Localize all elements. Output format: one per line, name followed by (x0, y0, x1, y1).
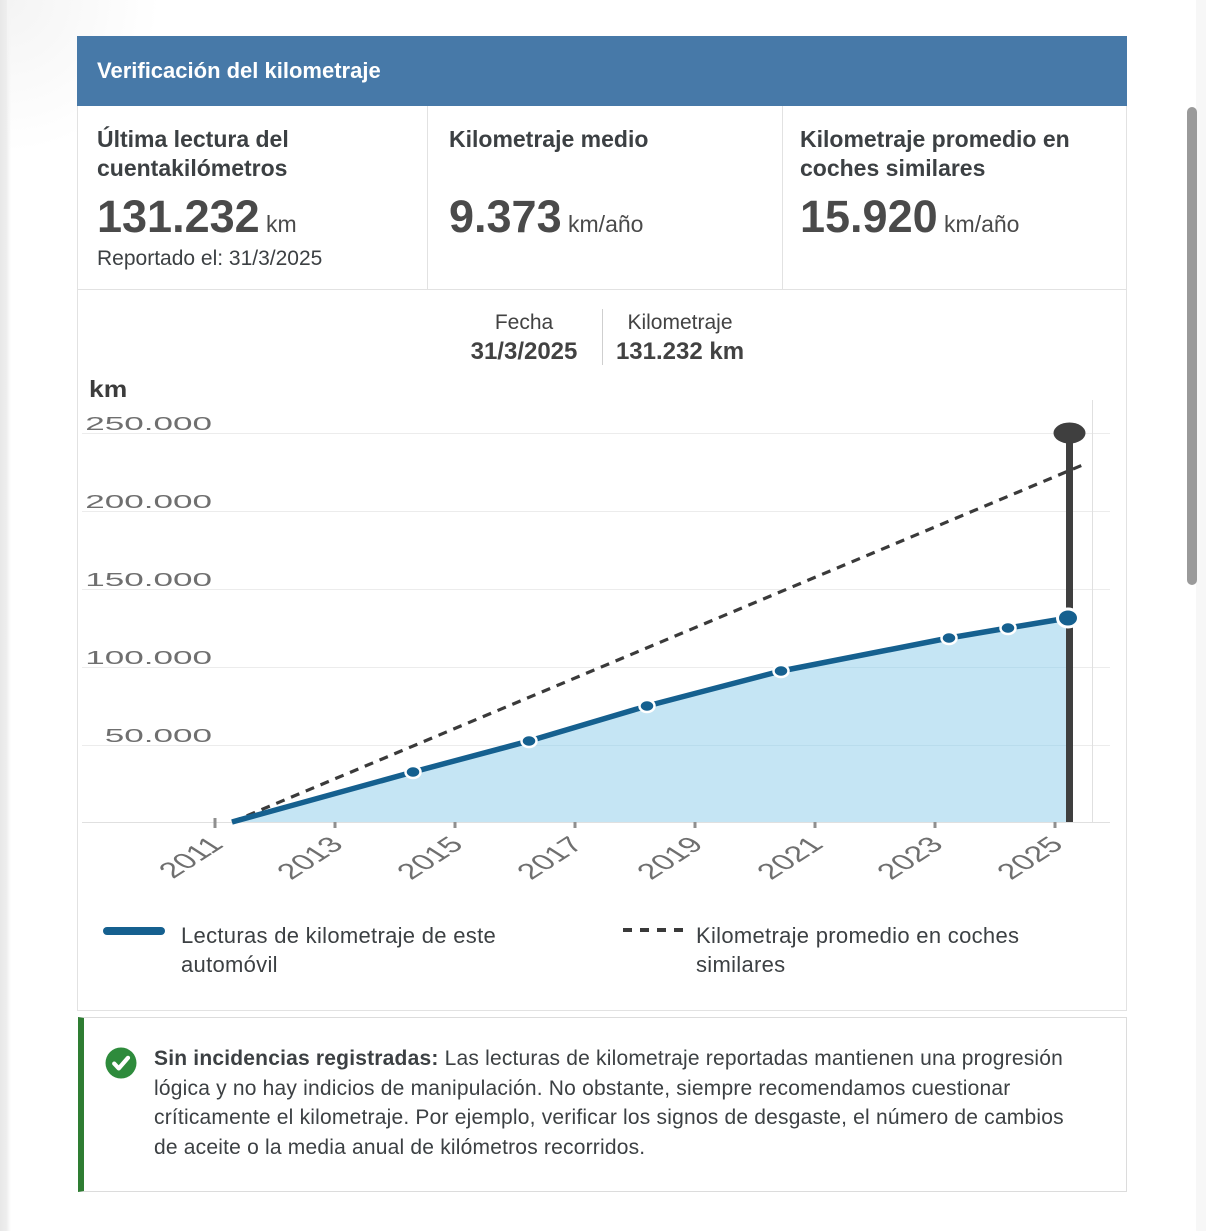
svg-text:200.000: 200.000 (85, 492, 212, 512)
svg-text:2023: 2023 (870, 832, 951, 884)
svg-text:150.000: 150.000 (85, 570, 212, 590)
svg-text:2019: 2019 (630, 832, 711, 884)
svg-text:250.000: 250.000 (85, 414, 212, 434)
svg-text:2025: 2025 (990, 832, 1071, 884)
svg-text:2013: 2013 (270, 832, 351, 884)
svg-text:2011: 2011 (152, 832, 231, 883)
svg-text:2015: 2015 (390, 832, 471, 884)
svg-text:100.000: 100.000 (85, 648, 212, 668)
svg-text:2017: 2017 (510, 832, 591, 884)
svg-text:2021: 2021 (750, 832, 831, 884)
svg-text:50.000: 50.000 (105, 726, 212, 746)
